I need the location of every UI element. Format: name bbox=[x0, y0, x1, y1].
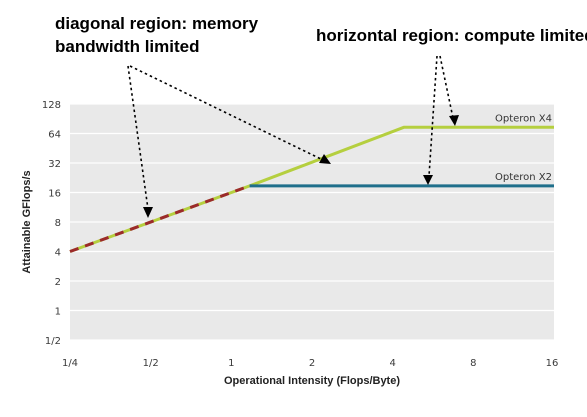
x-tick-label: 4 bbox=[389, 358, 395, 369]
arrowhead-diagonal-high bbox=[319, 154, 331, 164]
arrowhead-x2-flat bbox=[423, 175, 433, 185]
x-axis-title: Operational Intensity (Flops/Byte) bbox=[224, 375, 400, 387]
annotation-arrows bbox=[127, 55, 454, 210]
grid bbox=[70, 103, 554, 341]
x-tick-label: 16 bbox=[546, 358, 559, 369]
y-tick-label: 1 bbox=[55, 307, 61, 318]
annotation-diagonal-line1: diagonal region: memory bbox=[55, 14, 259, 33]
series-label-opteron-x4: Opteron X4 bbox=[495, 113, 552, 124]
y-axis-title: Attainable GFlops/s bbox=[21, 170, 33, 273]
y-tick-label: 128 bbox=[42, 100, 61, 111]
series-label-opteron-x2: Opteron X2 bbox=[495, 172, 552, 183]
y-tick-label: 4 bbox=[55, 248, 61, 259]
y-tick-label: 16 bbox=[48, 189, 61, 200]
x-tick-label: 8 bbox=[470, 358, 476, 369]
y-tick-label: 32 bbox=[48, 159, 61, 170]
y-tick-label: 1/2 bbox=[45, 336, 61, 347]
series-opteron-x4-line bbox=[69, 125, 554, 253]
annotation-diagonal-line2: bandwidth limited bbox=[55, 37, 200, 56]
y-tick-label: 64 bbox=[48, 130, 61, 141]
x-tick-label: 1/2 bbox=[143, 358, 159, 369]
arrowhead-x4-flat bbox=[449, 115, 459, 126]
annotation-horizontal: horizontal region: compute limited bbox=[316, 26, 587, 45]
arrowhead-diagonal-low bbox=[143, 207, 153, 218]
annotation-arrowheads bbox=[143, 115, 459, 218]
y-tick-label: 2 bbox=[55, 277, 61, 288]
x-tick-label: 2 bbox=[309, 358, 315, 369]
arrow-to-x2-flat bbox=[428, 55, 438, 177]
x-tick-label: 1/4 bbox=[62, 358, 78, 369]
arrow-to-diagonal-low bbox=[127, 65, 149, 210]
series-layer: Opteron X4 Opteron X2 bbox=[69, 113, 554, 253]
y-tick-label: 8 bbox=[55, 218, 61, 229]
x-tick-label: 1 bbox=[228, 358, 234, 369]
